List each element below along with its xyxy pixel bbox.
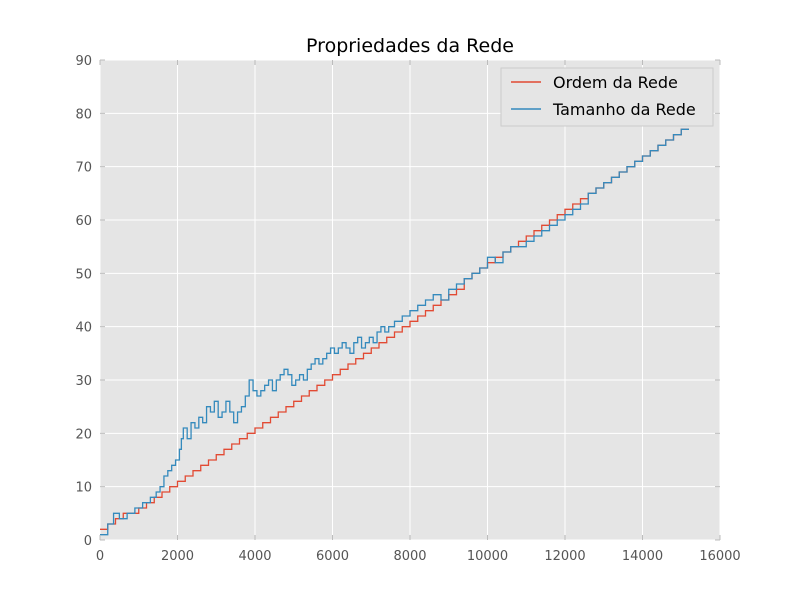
y-tick-label: 60 [75, 214, 92, 229]
x-tick-label: 14000 [622, 549, 663, 564]
x-tick-label: 6000 [316, 549, 349, 564]
legend-label-ordem-da-rede: Ordem da Rede [553, 73, 678, 92]
y-tick-label: 90 [75, 54, 92, 69]
legend: Ordem da Rede Tamanho da Rede [500, 67, 714, 127]
legend-box [500, 67, 714, 127]
x-tick-label: 4000 [238, 549, 271, 564]
legend-label-tamanho-da-rede: Tamanho da Rede [552, 100, 696, 119]
y-tick-label: 10 [75, 481, 92, 496]
axis-ticks: 0 2000 4000 6000 8000 10000 12000 14000 16000 0 10… [75, 54, 740, 564]
series-line-1 [100, 128, 689, 536]
chart-title: Propriedades da Rede [306, 35, 514, 57]
x-tick-label: 8000 [393, 549, 426, 564]
x-tick-label: 16000 [699, 549, 740, 564]
y-tick-label: 70 [75, 161, 92, 176]
y-tick-label: 80 [75, 107, 92, 122]
y-tick-label: 20 [75, 427, 92, 442]
y-tick-label: 30 [75, 374, 92, 389]
y-tick-label: 40 [75, 321, 92, 336]
series-layer [100, 128, 689, 536]
x-tick-label: 12000 [544, 549, 585, 564]
y-tick-label: 50 [75, 267, 92, 282]
y-tick-label: 0 [84, 534, 92, 549]
x-tick-label: 0 [96, 549, 104, 564]
x-tick-label: 10000 [467, 549, 508, 564]
x-tick-label: 2000 [161, 549, 194, 564]
